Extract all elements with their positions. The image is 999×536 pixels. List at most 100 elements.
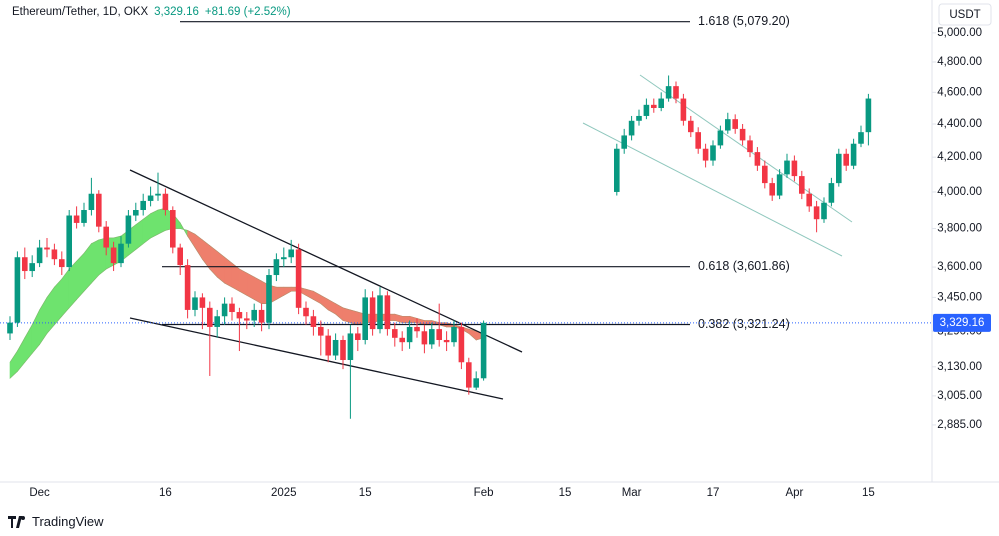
candle-body: [177, 247, 183, 266]
candle-body: [414, 326, 420, 332]
ribbon-fill: [253, 276, 262, 305]
y-tick-label: 4,000.00: [937, 186, 982, 198]
ribbon-fill: [150, 209, 159, 239]
last-price-label: 3,329.16: [940, 317, 985, 329]
y-tick-label: 4,600.00: [937, 86, 982, 98]
y-tick-label: 2,885.00: [937, 419, 982, 431]
candle-body: [303, 307, 309, 317]
candle-body: [36, 247, 43, 264]
x-tick-label: Dec: [29, 487, 50, 499]
axis-layer: 5,000.00 4,800.00 4,600.00 4,400.00 4,200.00…: [29, 27, 991, 499]
y-tick-label: 3,600.00: [937, 261, 982, 273]
candle-body: [806, 193, 812, 207]
channel-upper-line: [639, 74, 853, 223]
brand[interactable]: TradingView: [8, 514, 104, 529]
candle-body: [710, 145, 716, 161]
x-tick-label: Apr: [785, 487, 803, 499]
candle-body: [22, 257, 28, 272]
candle-body: [184, 265, 191, 310]
candle-body: [480, 322, 487, 379]
candle-body: [214, 316, 220, 327]
candle-body: [318, 326, 324, 336]
candle-body: [51, 249, 58, 260]
candle-body: [44, 247, 50, 250]
candle-body: [110, 247, 117, 264]
x-tick-label: 16: [159, 487, 172, 499]
candle-body: [688, 120, 694, 133]
fib-level-label: 1.618 (5,079.20): [698, 14, 790, 28]
candle-body: [325, 335, 331, 356]
candle-body: [732, 119, 738, 129]
candle-body: [7, 322, 13, 334]
candle-body: [66, 215, 72, 268]
candle-body: [295, 249, 302, 308]
candle-body: [310, 316, 317, 327]
candle-body: [362, 297, 368, 340]
candle-body: [377, 295, 383, 330]
y-tick-label: 3,130.00: [937, 361, 982, 373]
candle-body: [347, 333, 354, 361]
candle-body: [443, 339, 450, 343]
candle-body: [14, 257, 21, 323]
candle-body: [473, 378, 479, 388]
candle-body: [858, 132, 864, 144]
candle-body: [29, 263, 35, 272]
candle-body: [702, 148, 709, 161]
candle-body: [791, 160, 798, 177]
candle-body: [769, 183, 775, 196]
candle-body: [843, 153, 849, 166]
candle-body: [828, 183, 835, 203]
candle-body: [665, 86, 672, 99]
brand-logo: [8, 515, 25, 528]
fib-level-label: 0.382 (3,321.24): [698, 317, 790, 331]
candle-body: [658, 98, 664, 108]
ribbon-layer: [9, 207, 484, 379]
candle-body: [466, 362, 472, 388]
candle-body: [192, 297, 198, 310]
y-tick-label: 4,400.00: [937, 118, 982, 130]
candle-body: [717, 130, 724, 146]
currency-box[interactable]: [938, 3, 992, 26]
candle-body: [125, 215, 132, 244]
candle-body: [155, 193, 161, 196]
candle-body: [199, 297, 206, 308]
candle-body: [340, 339, 346, 361]
candle-body: [355, 333, 361, 340]
ribbon-slow-line: [9, 228, 484, 379]
candle-body: [384, 295, 391, 330]
candle-body: [836, 153, 842, 184]
candle-body: [429, 329, 435, 345]
symbol: Ethereum/Tether, 1D, OKX: [12, 6, 149, 18]
candle-body: [244, 318, 250, 321]
candle-body: [614, 148, 620, 192]
x-tick-label: Mar: [622, 487, 642, 499]
candle-body: [865, 98, 872, 133]
candle-body: [273, 259, 280, 276]
candle-body: [332, 339, 339, 356]
candle-body: [850, 143, 857, 166]
y-tick-label: 3,800.00: [937, 223, 982, 235]
candle-body: [762, 165, 768, 184]
candle-body: [207, 307, 213, 327]
currency-label: USDT: [949, 9, 980, 21]
candle-body: [739, 128, 746, 141]
candle-body: [695, 132, 701, 149]
candle-body: [406, 326, 413, 343]
ribbon-fill: [239, 268, 248, 296]
y-tick-label: 4,800.00: [937, 56, 982, 68]
candle-body: [140, 200, 146, 211]
y-tick-label: 3,450.00: [937, 291, 982, 303]
candle-body: [170, 210, 176, 248]
header: Ethereum/Tether, 1D, OKX 3,329.16 +81.69…: [12, 6, 291, 18]
candle-body: [436, 329, 442, 340]
candle-body: [747, 140, 753, 153]
candle-body: [251, 309, 257, 321]
ribbon-fill: [157, 207, 166, 235]
candle-body: [281, 257, 287, 260]
candle-body: [821, 202, 827, 220]
candle-body: [229, 303, 235, 313]
candle-body: [628, 120, 635, 136]
wedge-upper-line: [129, 169, 523, 353]
